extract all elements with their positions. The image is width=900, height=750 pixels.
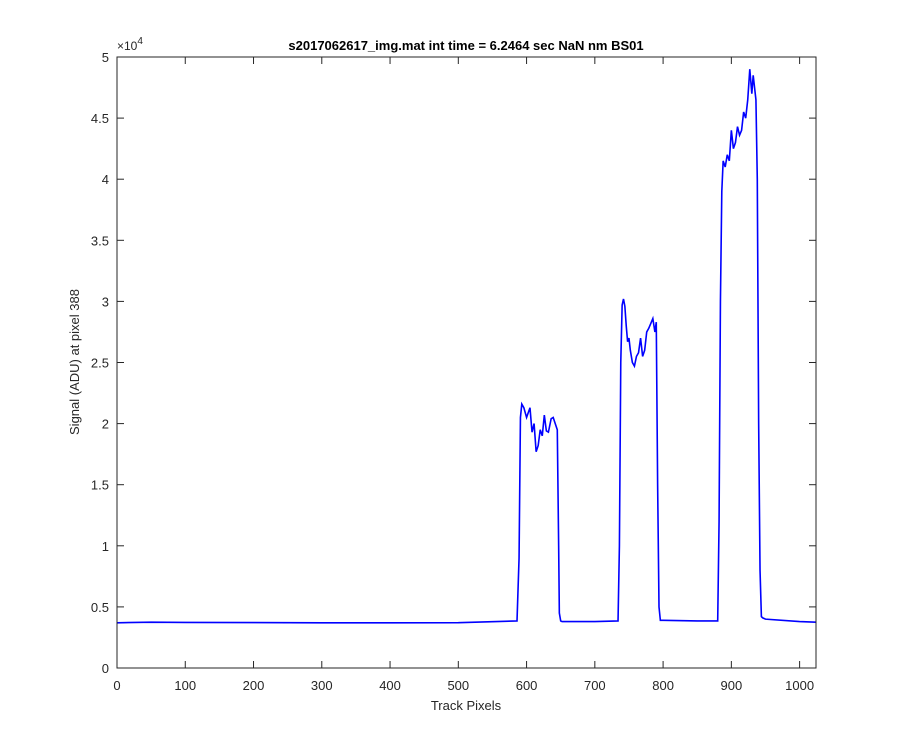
y-tick-label: 5 xyxy=(102,50,109,65)
y-axis-exponent: ×104 xyxy=(117,36,143,53)
y-tick-label: 1.5 xyxy=(91,478,109,493)
y-tick-label: 4 xyxy=(102,172,109,187)
y-tick-label: 2 xyxy=(102,417,109,432)
y-tick-label: 3 xyxy=(102,294,109,309)
x-tick-label: 800 xyxy=(652,678,674,693)
x-axis-ticks: 0 100 200 300 400 500 600 700 800 900 1000 xyxy=(113,57,814,693)
x-tick-label: 1000 xyxy=(785,678,814,693)
x-tick-label: 300 xyxy=(311,678,333,693)
y-tick-label: 4.5 xyxy=(91,111,109,126)
y-axis-label: Signal (ADU) at pixel 388 xyxy=(67,289,82,435)
chart-title: s2017062617_img.mat int time = 6.2464 se… xyxy=(288,38,643,53)
series-line-signal xyxy=(117,69,816,624)
x-axis-label: Track Pixels xyxy=(431,698,502,713)
y-tick-label: 0.5 xyxy=(91,600,109,615)
y-tick-label: 0 xyxy=(102,661,109,676)
x-tick-label: 900 xyxy=(721,678,743,693)
x-tick-label: 500 xyxy=(447,678,469,693)
y-axis-exponent-power: 4 xyxy=(137,36,143,47)
x-tick-label: 400 xyxy=(379,678,401,693)
x-tick-label: 100 xyxy=(174,678,196,693)
x-tick-label: 0 xyxy=(113,678,120,693)
y-tick-label: 1 xyxy=(102,539,109,554)
y-tick-label: 2.5 xyxy=(91,356,109,371)
x-tick-label: 600 xyxy=(516,678,538,693)
x-tick-label: 200 xyxy=(243,678,265,693)
y-tick-label: 3.5 xyxy=(91,233,109,248)
x-tick-label: 700 xyxy=(584,678,606,693)
y-axis-ticks: 0 0.5 1 1.5 2 2.5 3 3.5 4 4.5 5 xyxy=(91,50,816,676)
y-axis-exponent-base: ×10 xyxy=(117,39,138,53)
